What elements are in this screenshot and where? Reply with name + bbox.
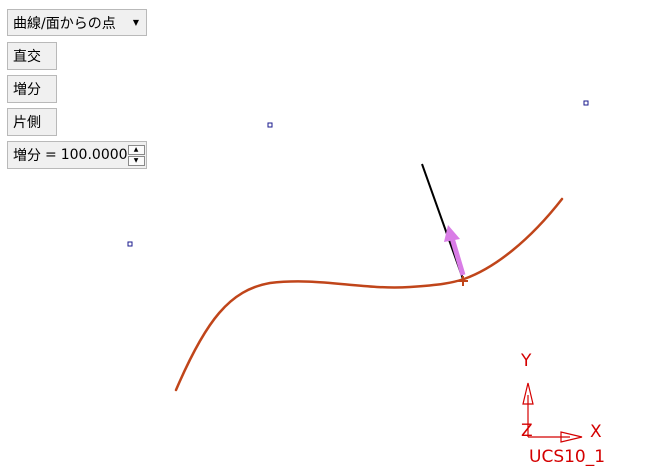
chevron-down-icon: ▼ (132, 18, 139, 27)
increment-button[interactable]: 増分 (7, 75, 57, 103)
spin-up-icon[interactable]: ▲ (127, 144, 145, 155)
orthogonal-button[interactable]: 直交 (7, 42, 57, 70)
y-axis-arrow-icon (522, 382, 534, 405)
spline-curve[interactable] (174, 197, 564, 392)
ucs-name-label: UCS10_1 (529, 447, 605, 467)
ucs-triad: Y X Z UCS10_1 (520, 351, 605, 467)
increment-field-label: 増分 (13, 148, 41, 164)
mode-dropdown[interactable]: 曲線/面からの点 ▼ (7, 9, 147, 36)
control-point-marker[interactable] (127, 241, 133, 247)
one-side-button[interactable]: 片側 (7, 108, 57, 136)
increment-field-equals: = (45, 147, 57, 163)
orthogonal-button-label: 直交 (13, 49, 41, 65)
point-marker-icon[interactable] (458, 276, 468, 286)
one-side-button-label: 片側 (13, 115, 41, 131)
spin-down-icon[interactable]: ▼ (127, 155, 145, 166)
increment-button-label: 増分 (13, 82, 41, 98)
increment-field-value[interactable]: 100.0000 (60, 147, 128, 163)
increment-spinner[interactable]: 増分 = 100.0000 ▲ ▼ (7, 141, 147, 169)
spinner-buttons: ▲ ▼ (127, 144, 145, 166)
direction-arrow-icon[interactable] (444, 225, 466, 276)
z-axis-label: Z (521, 421, 533, 441)
control-point-marker[interactable] (267, 122, 273, 128)
control-point-marker[interactable] (583, 100, 589, 106)
x-axis-arrow-icon (560, 431, 583, 443)
y-axis-label: Y (520, 351, 532, 371)
x-axis-label: X (590, 422, 602, 442)
mode-dropdown-value: 曲線/面からの点 (13, 15, 116, 32)
